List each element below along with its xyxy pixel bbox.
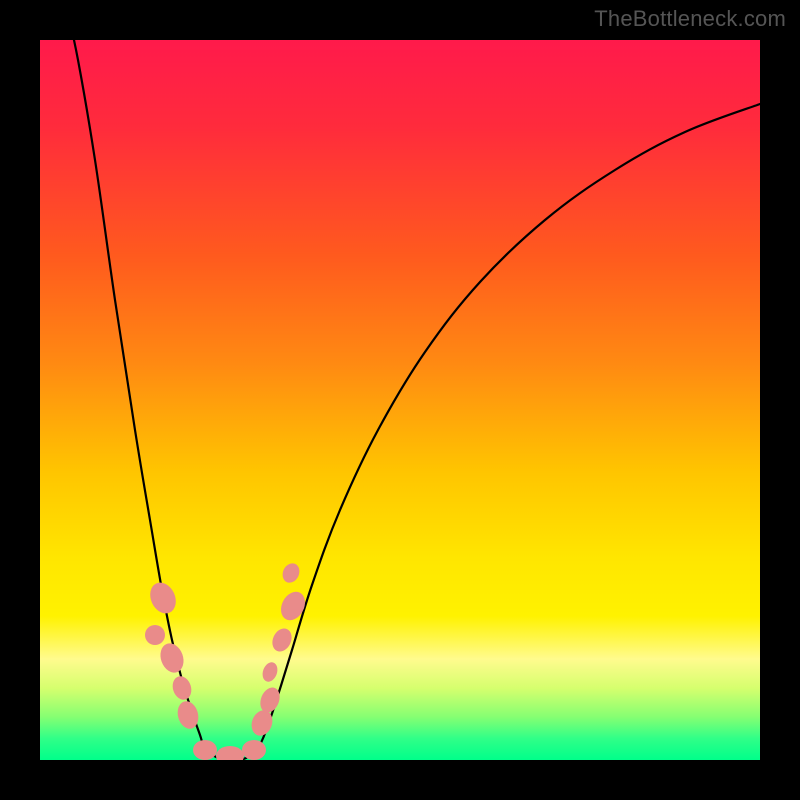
cluster-dot xyxy=(145,625,165,645)
chart-root: TheBottleneck.com xyxy=(0,0,800,800)
cluster-dot xyxy=(193,740,217,760)
cluster-dot xyxy=(242,740,266,760)
chart-svg xyxy=(0,0,800,800)
watermark: TheBottleneck.com xyxy=(594,6,786,32)
